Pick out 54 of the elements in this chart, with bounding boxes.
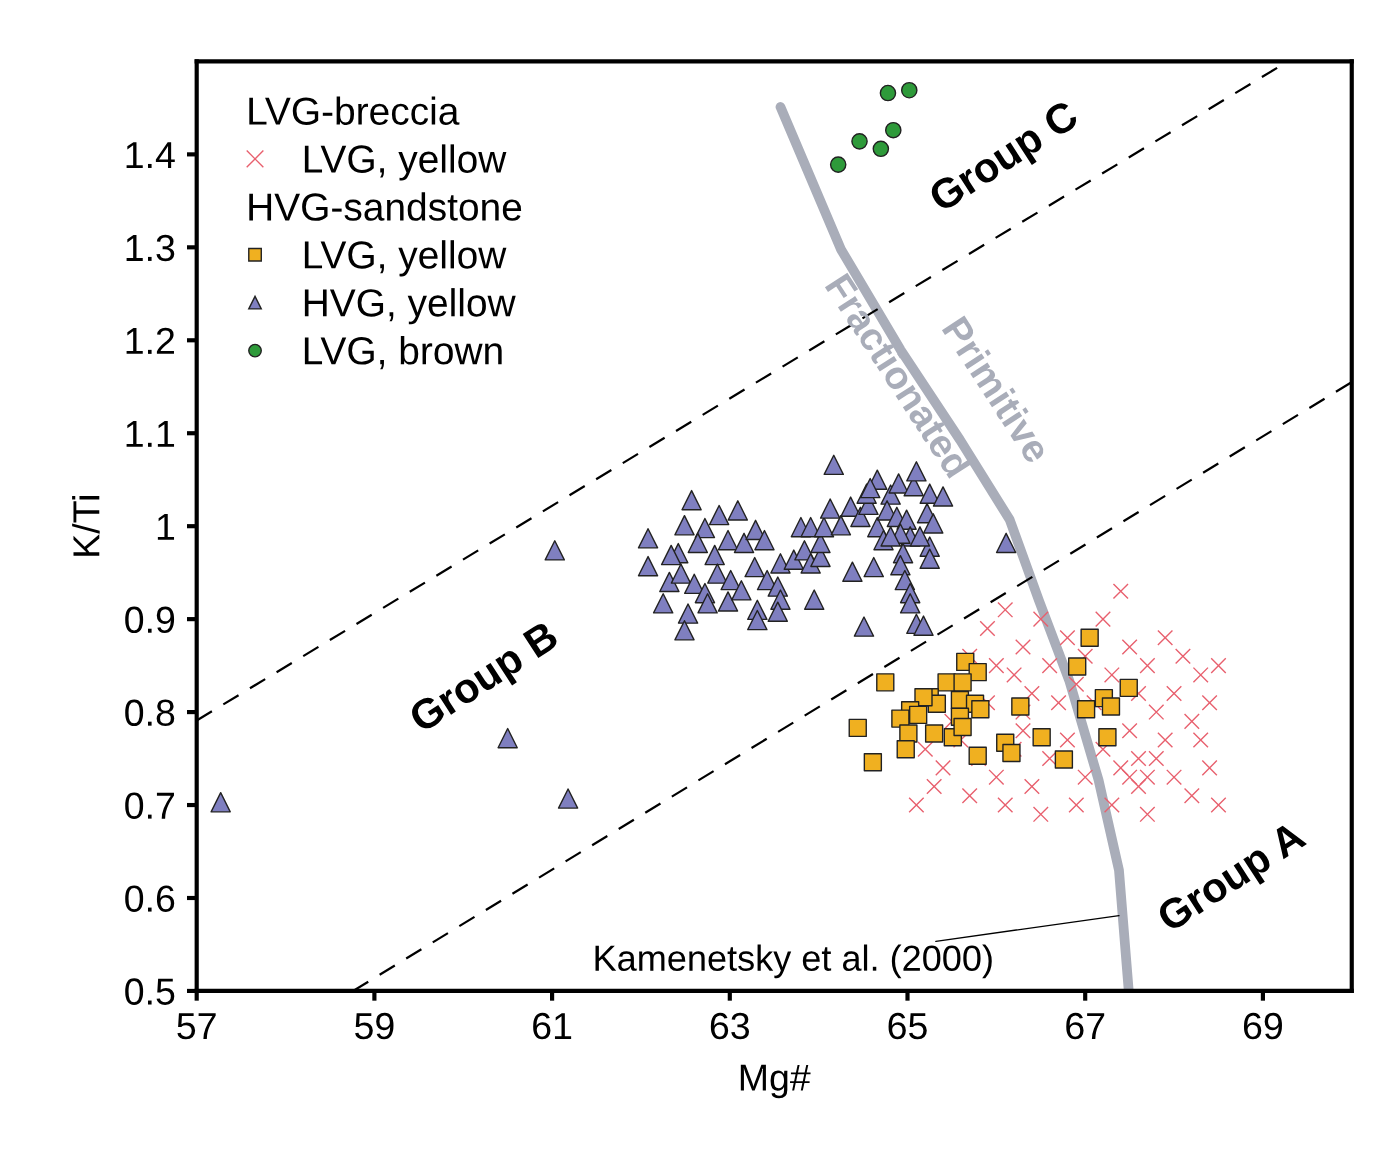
y-tick-label: 1 [157, 513, 175, 540]
legend-label: LVG, yellow [304, 240, 507, 277]
point [1032, 727, 1051, 747]
x-tick-label: 57 [177, 1013, 216, 1040]
point [953, 717, 972, 737]
point [1054, 750, 1074, 769]
y-tick-label: 1.1 [126, 421, 175, 447]
point [899, 724, 918, 743]
point [968, 662, 987, 682]
annotation: Kamenetsky et al. (2000) [595, 944, 992, 979]
point [863, 753, 883, 772]
point [896, 740, 915, 759]
y-tick-label: 1.4 [126, 142, 175, 168]
point [848, 718, 867, 738]
y-tick-label: 0.5 [125, 978, 175, 1005]
y-tick-label: 1.2 [126, 327, 174, 354]
point [884, 121, 902, 139]
x-axis-title: Mg# [740, 1064, 811, 1099]
point [968, 746, 987, 765]
y-tick-label: 0.7 [125, 792, 174, 819]
point [1002, 743, 1021, 763]
annotation: HVG-sandstone [249, 192, 522, 221]
point [851, 133, 868, 150]
point [876, 673, 895, 692]
legend-label: LVG, brown [304, 336, 502, 370]
y-tick-label: 0.9 [125, 606, 175, 634]
x-tick-label: 59 [355, 1012, 394, 1040]
x-tick-label: 67 [1066, 1012, 1105, 1040]
point [924, 724, 944, 743]
legend-label: HVG, yellow [304, 288, 516, 325]
point [1068, 657, 1087, 676]
point [971, 700, 990, 719]
point [1011, 697, 1030, 716]
point [1098, 727, 1117, 747]
point [872, 140, 890, 158]
x-tick-label: 61 [533, 1012, 572, 1040]
x-tick-label: 69 [1243, 1012, 1282, 1040]
x-tick-label: 63 [710, 1012, 750, 1040]
y-tick-label: 0.8 [125, 699, 175, 727]
point [1119, 678, 1138, 698]
point [900, 81, 918, 99]
y-tick-label: 1.3 [126, 234, 175, 262]
point [908, 705, 928, 725]
annotation: LVG-breccia [249, 96, 460, 125]
y-axis-title: K/Ti [72, 496, 100, 556]
point [1101, 697, 1121, 716]
y-tick-label: 0.6 [125, 885, 175, 912]
x-tick-label: 65 [888, 1012, 927, 1040]
point [1076, 700, 1096, 719]
point [1080, 628, 1099, 647]
legend-label: LVG, yellow [304, 144, 507, 181]
point [953, 673, 972, 692]
point [879, 84, 897, 102]
point [829, 156, 847, 173]
